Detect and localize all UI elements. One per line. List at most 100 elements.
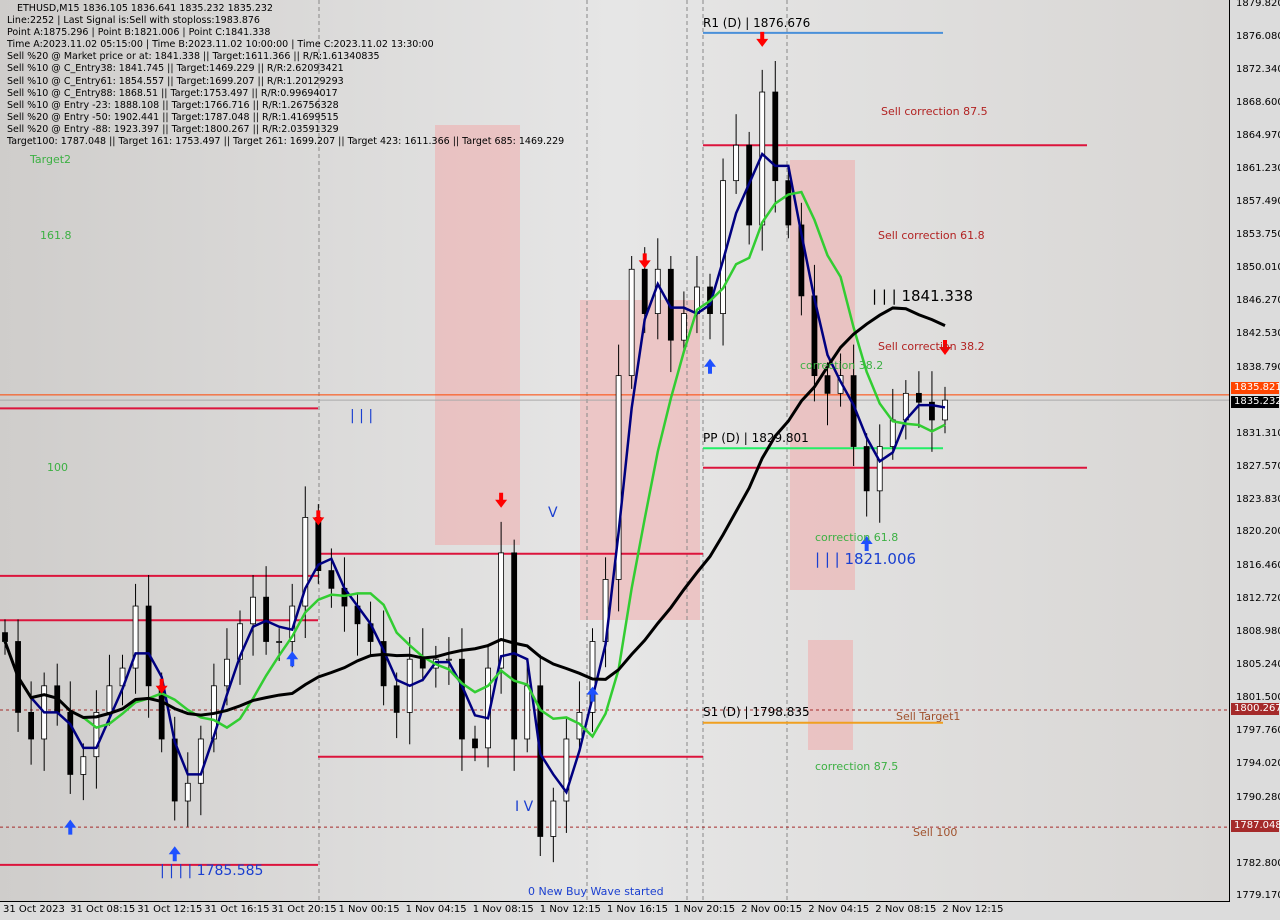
x-tick: 1 Nov 08:15 <box>472 904 534 915</box>
sell-arrow-icon <box>495 492 508 508</box>
y-tick: 1864.970 <box>1236 129 1280 141</box>
level-tag-1787: 1787.048 <box>1231 820 1280 832</box>
fast-ma-line <box>3 151 946 795</box>
x-tick: 31 Oct 2023 <box>3 904 65 915</box>
candle-body <box>524 685 531 740</box>
candle-body <box>889 419 896 447</box>
candle-body <box>785 180 792 226</box>
bid-price-tag: 1835.232 <box>1231 396 1280 408</box>
candle-body <box>302 517 309 607</box>
info-line: Target100: 1787.048 || Target 161: 1753.… <box>7 136 565 148</box>
correction-382-label: correction 38.2 <box>800 359 884 372</box>
x-tick: 2 Nov 04:15 <box>808 904 870 915</box>
buy-arrow-icon <box>64 819 77 835</box>
y-tick: 1868.600 <box>1236 97 1280 109</box>
candle-body <box>733 144 740 182</box>
candle-body <box>942 399 948 421</box>
candle-body <box>393 685 400 713</box>
info-line: Sell %20 @ Entry -50: 1902.441 || Target… <box>7 111 339 123</box>
candle-body <box>328 570 335 589</box>
candle-body <box>537 685 544 837</box>
info-line: Time A:2023.11.02 05:15:00 | Time B:2023… <box>7 39 434 51</box>
candle-body <box>876 446 883 492</box>
target2-label: Target2 <box>30 153 72 166</box>
candle-body <box>641 268 648 314</box>
info-line: Sell %20 @ Market price or at: 1841.338 … <box>7 51 380 63</box>
y-tick: 1842.530 <box>1236 328 1280 340</box>
candle-body <box>263 596 270 642</box>
x-tick: 31 Oct 20:15 <box>271 904 337 915</box>
y-tick: 1790.280 <box>1236 791 1280 803</box>
info-line: Sell %10 @ Entry -23: 1888.108 || Target… <box>7 99 339 111</box>
y-tick: 1801.500 <box>1236 692 1280 704</box>
level-tag-1800: 1800.267 <box>1231 703 1280 715</box>
sell-arrow-icon <box>756 31 769 47</box>
candle-body <box>276 641 283 643</box>
x-tick: 1 Nov 20:15 <box>674 904 736 915</box>
y-tick: 1831.310 <box>1236 427 1280 439</box>
chart-title: ETHUSD,M15 1836.105 1836.641 1835.232 18… <box>17 3 273 14</box>
candle-body <box>184 782 191 802</box>
candle-body <box>798 224 805 297</box>
candle-body <box>197 738 204 784</box>
y-tick: 1797.760 <box>1236 725 1280 737</box>
info-line: Sell %20 @ Entry -88: 1923.397 || Target… <box>7 123 339 135</box>
candle-body <box>2 632 8 642</box>
sell-target1-label: Sell Target1 <box>896 710 961 723</box>
candle-body <box>902 392 909 421</box>
sell-correction-618: Sell correction 61.8 <box>878 229 985 242</box>
fib-100-label: 100 <box>47 461 68 474</box>
candle-body <box>419 658 426 669</box>
y-tick: 1812.720 <box>1236 592 1280 604</box>
info-line: Sell %10 @ C_Entry88: 1868.51 || Target:… <box>7 87 338 99</box>
x-tick: 1 Nov 04:15 <box>405 904 467 915</box>
y-tick: 1816.460 <box>1236 559 1280 571</box>
buy-arrow-icon <box>860 536 873 552</box>
candle-body <box>628 268 635 377</box>
candle-body <box>28 711 35 740</box>
buy-arrow-icon <box>168 846 181 862</box>
chart-area[interactable] <box>0 0 1230 902</box>
slow-ma-line <box>3 306 946 719</box>
x-tick: 31 Oct 12:15 <box>137 904 203 915</box>
chart-canvas <box>0 0 1229 901</box>
x-tick: 1 Nov 12:15 <box>539 904 601 915</box>
fib-1618-label: 161.8 <box>40 229 72 242</box>
x-tick: 31 Oct 08:15 <box>70 904 136 915</box>
candle-body <box>459 658 465 740</box>
candle-body <box>824 375 831 394</box>
x-tick: 1 Nov 16:15 <box>606 904 668 915</box>
wave-low-label: | | | | 1785.585 <box>160 863 264 879</box>
pp-label: PP (D) | 1829.801 <box>703 431 809 445</box>
candle-body <box>511 552 518 740</box>
info-line: Line:2252 | Last Signal is:Sell with sto… <box>7 15 260 27</box>
y-tick: 1876.080 <box>1236 31 1280 43</box>
buy-arrow-icon <box>586 686 599 702</box>
point-c-label: | | | 1841.338 <box>872 287 974 305</box>
y-tick: 1827.570 <box>1236 461 1280 473</box>
y-tick: 1861.230 <box>1236 162 1280 174</box>
candle-body <box>929 401 935 421</box>
candle-body <box>863 446 870 492</box>
candle-body <box>380 641 387 687</box>
buy-arrow-icon <box>704 358 716 374</box>
x-tick: 2 Nov 08:15 <box>875 904 937 915</box>
candle-body <box>915 392 922 403</box>
y-tick: 1782.800 <box>1236 857 1280 869</box>
info-panel: ETHUSD,M15 1836.105 1836.641 1835.232 18… <box>7 3 564 148</box>
y-tick: 1853.750 <box>1236 229 1280 241</box>
y-tick: 1846.270 <box>1236 295 1280 307</box>
y-tick: 1850.010 <box>1236 262 1280 274</box>
y-tick: 1823.830 <box>1236 494 1280 506</box>
candle-body <box>132 605 139 669</box>
r1-label: R1 (D) | 1876.676 <box>703 16 811 30</box>
correction-618-label: correction 61.8 <box>815 531 899 544</box>
sell-arrow-icon <box>155 678 168 694</box>
info-line: Sell %10 @ C_Entry38: 1841.745 || Target… <box>7 63 344 75</box>
y-tick: 1794.020 <box>1236 758 1280 770</box>
info-line: Point A:1875.296 | Point B:1821.006 | Po… <box>7 27 271 39</box>
sell-arrow-icon <box>638 253 651 269</box>
sell-arrow-icon <box>312 510 325 526</box>
new-buy-wave-label: 0 New Buy Wave started <box>528 885 664 898</box>
wave-5-label: V <box>548 505 558 521</box>
